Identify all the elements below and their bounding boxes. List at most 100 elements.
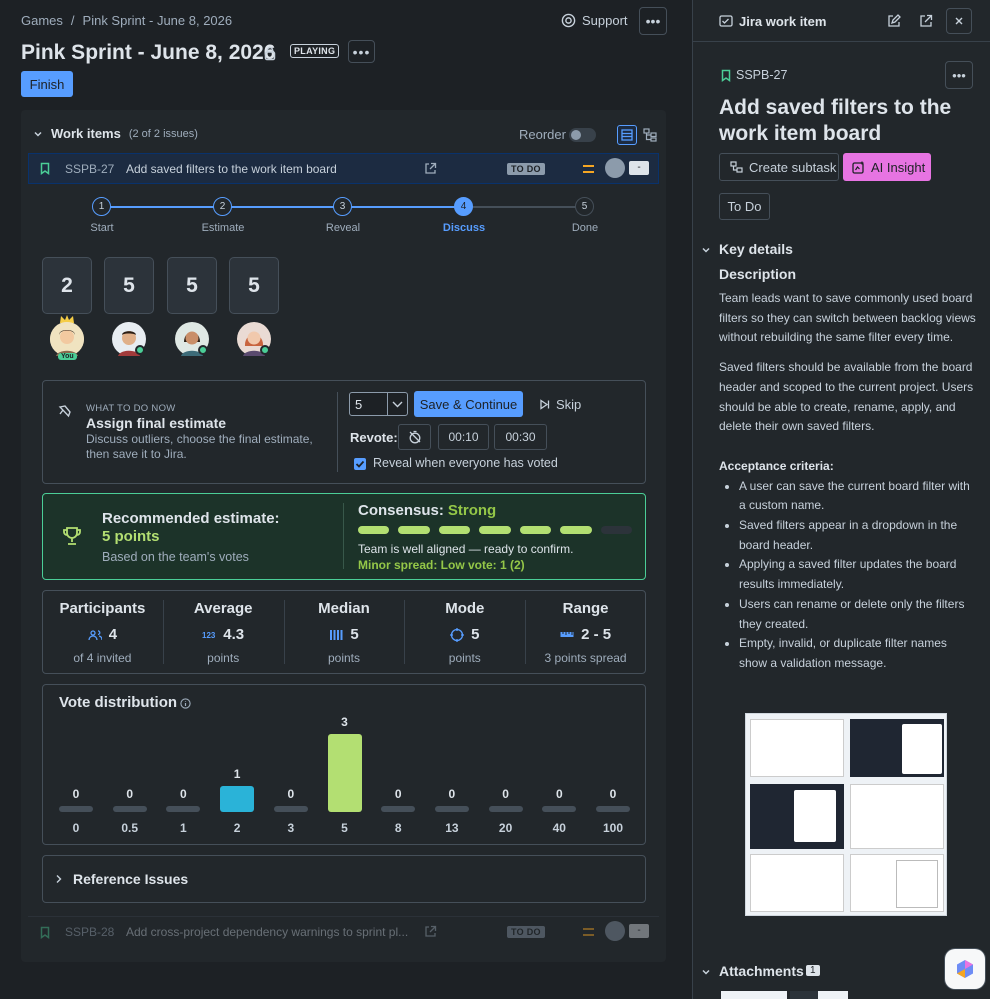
bar-value-label: 0 — [126, 787, 134, 801]
more-actions-button[interactable]: ••• — [639, 7, 667, 35]
work-items-header[interactable]: Work items (2 of 2 issues) — [33, 126, 198, 141]
list-view-button[interactable] — [617, 125, 637, 145]
acceptance-criterion: A user can save the current board filter… — [739, 477, 977, 516]
revote-no-timer-button[interactable] — [398, 424, 431, 450]
edit-button[interactable] — [881, 8, 907, 34]
bar-3[interactable] — [273, 806, 308, 812]
external-link-icon[interactable] — [424, 162, 437, 175]
description-body[interactable]: Team leads want to save commonly used bo… — [719, 289, 977, 674]
breadcrumb-sprint[interactable]: Pink Sprint - June 8, 2026 — [82, 13, 233, 28]
key-details-title[interactable]: Key details — [719, 241, 793, 257]
stat-heading: Mode — [445, 600, 485, 617]
step-4-label: Discuss — [442, 222, 486, 234]
info-icon[interactable] — [180, 698, 191, 709]
ai-insight-button[interactable]: AI Insight — [843, 153, 931, 181]
attachment-thumbnail[interactable] — [721, 991, 787, 999]
reference-issues-section[interactable] — [42, 855, 646, 903]
target-icon — [450, 627, 465, 642]
tree-view-icon[interactable] — [643, 128, 657, 142]
divider — [404, 600, 406, 664]
revote-timer-30s[interactable]: 00:30 — [494, 424, 547, 450]
bar-100[interactable] — [596, 806, 630, 812]
issue-summary[interactable]: Add saved filters to the work item board — [126, 162, 337, 176]
status-dropdown[interactable]: To Do — [719, 193, 770, 220]
consensus-segment — [358, 526, 390, 534]
stat-heading: Median — [318, 600, 370, 617]
bar-2[interactable] — [220, 786, 255, 812]
sprint-more-button[interactable]: ••• — [348, 40, 375, 63]
assignee-avatar[interactable] — [605, 158, 625, 178]
estimate-select-value: 5 — [355, 397, 363, 412]
work-item-row[interactable]: SSPB-28 Add cross-project dependency war… — [28, 916, 659, 947]
attachment-screenshot-image[interactable] — [745, 713, 947, 916]
vote-card: 5 — [104, 257, 154, 314]
bar-13[interactable] — [434, 806, 469, 812]
breadcrumb-separator: / — [70, 13, 75, 28]
create-subtask-button[interactable]: Create subtask — [719, 153, 839, 181]
action-title: Assign final estimate — [86, 415, 227, 431]
reorder-toggle[interactable] — [569, 128, 596, 142]
progress-line-todo — [464, 206, 585, 208]
detail-title[interactable]: Add saved filters to the work item board — [719, 96, 952, 145]
step-4-circle: 4 — [454, 197, 473, 216]
crown-icon — [59, 314, 75, 324]
detail-issue-key[interactable]: SSPB-27 — [736, 68, 788, 82]
bar-40[interactable] — [542, 806, 577, 812]
open-new-tab-button[interactable] — [913, 8, 939, 34]
revote-timer-10s[interactable]: 00:10 — [438, 424, 489, 450]
bar-0[interactable] — [59, 806, 93, 812]
bar-8[interactable] — [381, 806, 416, 812]
bar-1[interactable] — [166, 806, 201, 812]
consensus-segment — [479, 526, 511, 534]
chevron-right-icon — [56, 875, 62, 883]
close-panel-button[interactable] — [946, 8, 972, 34]
attachment-thumbnail[interactable] — [790, 991, 818, 999]
stat-value-row: 5 — [284, 626, 405, 643]
chart-title: Vote distribution — [59, 694, 178, 711]
issue-summary[interactable]: Add cross-project dependency warnings to… — [126, 925, 409, 939]
description-title: Description — [719, 266, 797, 282]
finish-button[interactable]: Finish — [21, 71, 73, 97]
stat-value: 4.3 — [223, 626, 245, 643]
bar-20[interactable] — [488, 806, 523, 812]
support-button[interactable]: Support — [561, 13, 628, 28]
issue-key[interactable]: SSPB-27 — [65, 162, 115, 176]
reference-issues-title: Reference Issues — [73, 871, 189, 887]
stat-value: 5 — [471, 626, 480, 643]
bookmark-icon — [40, 162, 50, 175]
divider — [693, 41, 990, 42]
bar-0.5[interactable] — [112, 806, 147, 812]
chevron-down-icon[interactable] — [701, 967, 711, 977]
bar-category-label: 1 — [180, 821, 187, 835]
spread-note: Minor spread: Low vote: 1 (2) — [358, 558, 525, 572]
save-continue-button[interactable]: Save & Continue — [414, 391, 523, 417]
ai-insight-label: AI Insight — [871, 159, 926, 175]
consensus-meter — [358, 526, 632, 534]
recommended-label: Recommended estimate: — [102, 510, 280, 527]
stat-heading: Participants — [59, 600, 146, 617]
attachment-thumbnail[interactable] — [818, 991, 848, 999]
rovo-button[interactable] — [945, 949, 985, 989]
reveal-checkbox[interactable] — [354, 458, 366, 470]
bar-value-label: 0 — [72, 787, 80, 801]
stat-value: 2 - 5 — [581, 626, 612, 643]
external-link-icon[interactable] — [424, 925, 437, 938]
issue-key[interactable]: SSPB-28 — [65, 925, 115, 939]
action-card — [42, 380, 646, 484]
bar-5[interactable] — [327, 734, 362, 812]
consensus-segment — [438, 526, 471, 534]
chevron-down-icon[interactable] — [701, 245, 711, 255]
skip-button[interactable]: Skip — [539, 397, 581, 412]
assignee-avatar[interactable] — [605, 921, 625, 941]
create-subtask-label: Create subtask — [749, 159, 837, 175]
work-item-row-active[interactable] — [28, 153, 659, 184]
detail-more-button[interactable]: ••• — [945, 61, 973, 89]
estimate-select[interactable]: 5 — [349, 392, 408, 416]
step-3-circle: 3 — [333, 197, 352, 216]
attachments-title[interactable]: Attachments — [719, 963, 804, 979]
breadcrumb-games[interactable]: Games — [21, 13, 63, 28]
bar-value-label: 0 — [502, 787, 509, 801]
reorder-label: Reorder — [519, 127, 566, 142]
recommendation-card — [42, 493, 646, 580]
ruler-icon — [560, 631, 574, 637]
